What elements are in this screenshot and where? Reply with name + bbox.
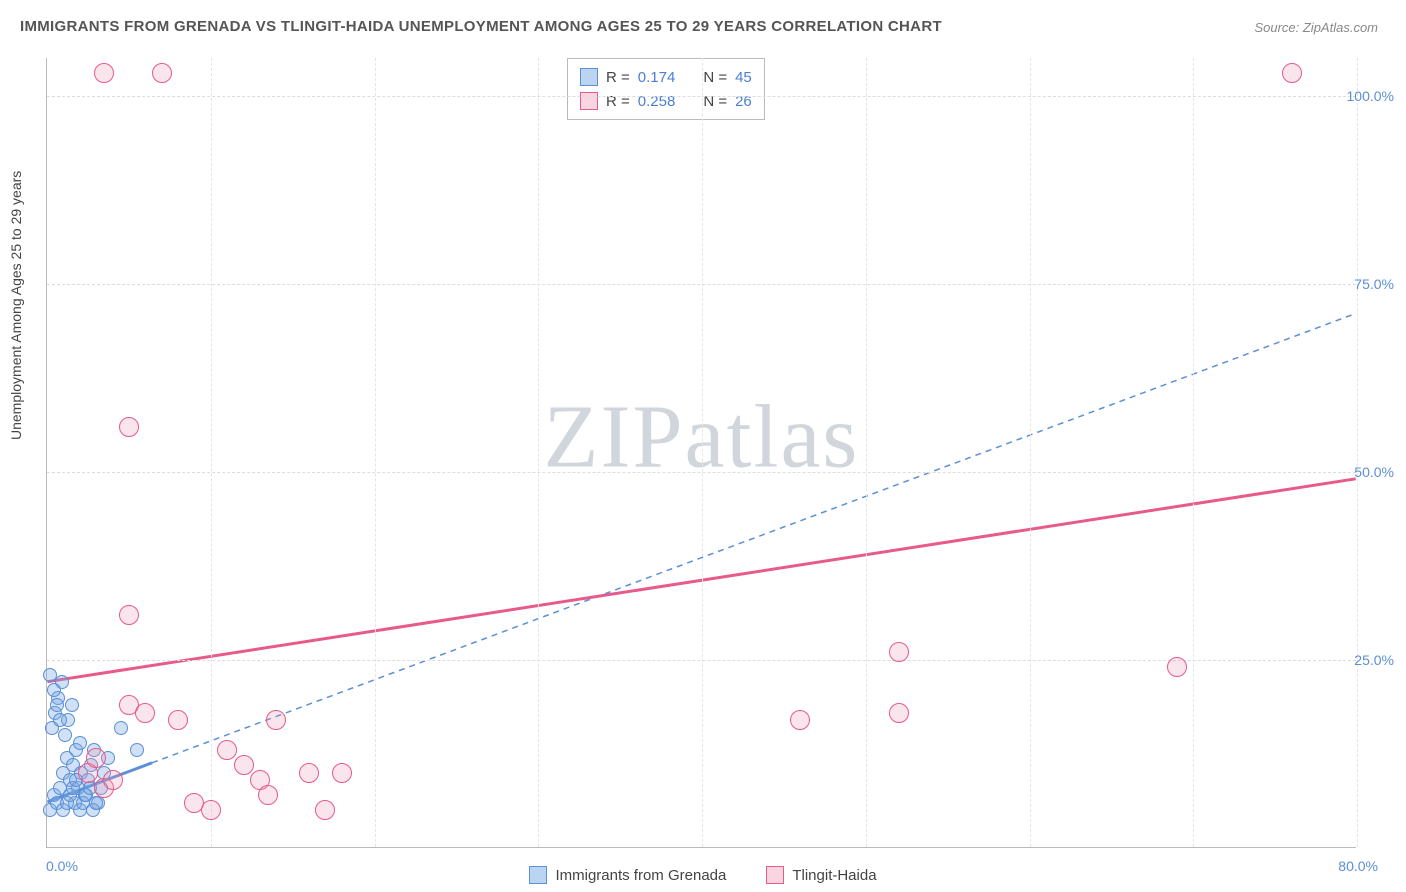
data-point xyxy=(53,713,67,727)
data-point xyxy=(114,721,128,735)
legend-swatch xyxy=(766,866,784,884)
data-point xyxy=(103,770,123,790)
data-point xyxy=(130,743,144,757)
data-point xyxy=(266,710,286,730)
plot-area: ZIPatlas R =0.174N =45R =0.258N =26 xyxy=(46,58,1356,848)
y-tick-label: 100.0% xyxy=(1347,88,1394,104)
legend-item: Immigrants from Grenada xyxy=(529,866,726,884)
data-point xyxy=(168,710,188,730)
data-point xyxy=(790,710,810,730)
data-point xyxy=(47,683,61,697)
stat-row: R = 0.174 N = 45 xyxy=(580,65,752,89)
data-point xyxy=(135,703,155,723)
data-point xyxy=(217,740,237,760)
chart-title: IMMIGRANTS FROM GRENADA VS TLINGIT-HAIDA… xyxy=(20,18,942,35)
data-point xyxy=(889,703,909,723)
gridline-v xyxy=(1193,58,1194,847)
y-tick-label: 25.0% xyxy=(1354,652,1394,668)
x-tick-label: 80.0% xyxy=(1338,858,1378,874)
stat-box: R = 0.174 N = 45 R =0.258N =26 xyxy=(567,58,765,120)
gridline-v xyxy=(1030,58,1031,847)
data-point xyxy=(1282,63,1302,83)
legend-label: Tlingit-Haida xyxy=(792,867,876,884)
data-point xyxy=(73,736,87,750)
r-label: R = xyxy=(606,69,630,86)
data-point xyxy=(119,417,139,437)
y-tick-label: 50.0% xyxy=(1354,464,1394,480)
n-label: N = xyxy=(703,69,727,86)
data-point xyxy=(258,785,278,805)
gridline-v xyxy=(702,58,703,847)
legend-swatch xyxy=(529,866,547,884)
gridline-v xyxy=(1357,58,1358,847)
gridline-v xyxy=(538,58,539,847)
r-value: 0.174 xyxy=(638,69,676,86)
data-point xyxy=(58,728,72,742)
data-point xyxy=(234,755,254,775)
data-point xyxy=(94,63,114,83)
data-point xyxy=(1167,657,1187,677)
legend-item: Tlingit-Haida xyxy=(766,866,876,884)
x-tick-label: 0.0% xyxy=(46,858,78,874)
data-point xyxy=(152,63,172,83)
gridline-v xyxy=(866,58,867,847)
bottom-legend: Immigrants from Grenada Tlingit-Haida xyxy=(0,866,1406,884)
n-value: 45 xyxy=(735,69,752,86)
data-point xyxy=(332,763,352,783)
source-attribution: Source: ZipAtlas.com xyxy=(1254,20,1378,35)
data-point xyxy=(889,642,909,662)
data-point xyxy=(65,698,79,712)
legend-swatch xyxy=(580,68,598,86)
y-tick-label: 75.0% xyxy=(1354,276,1394,292)
gridline-v xyxy=(211,58,212,847)
data-point xyxy=(201,800,221,820)
stat-row: R =0.258N =26 xyxy=(580,89,752,113)
data-point xyxy=(86,748,106,768)
data-point xyxy=(119,605,139,625)
data-point xyxy=(50,698,64,712)
data-point xyxy=(43,668,57,682)
data-point xyxy=(89,796,103,810)
data-point xyxy=(315,800,335,820)
y-axis-label: Unemployment Among Ages 25 to 29 years xyxy=(8,171,24,440)
data-point xyxy=(299,763,319,783)
gridline-v xyxy=(375,58,376,847)
trend-dash-blue xyxy=(152,313,1356,762)
legend-label: Immigrants from Grenada xyxy=(555,867,726,884)
